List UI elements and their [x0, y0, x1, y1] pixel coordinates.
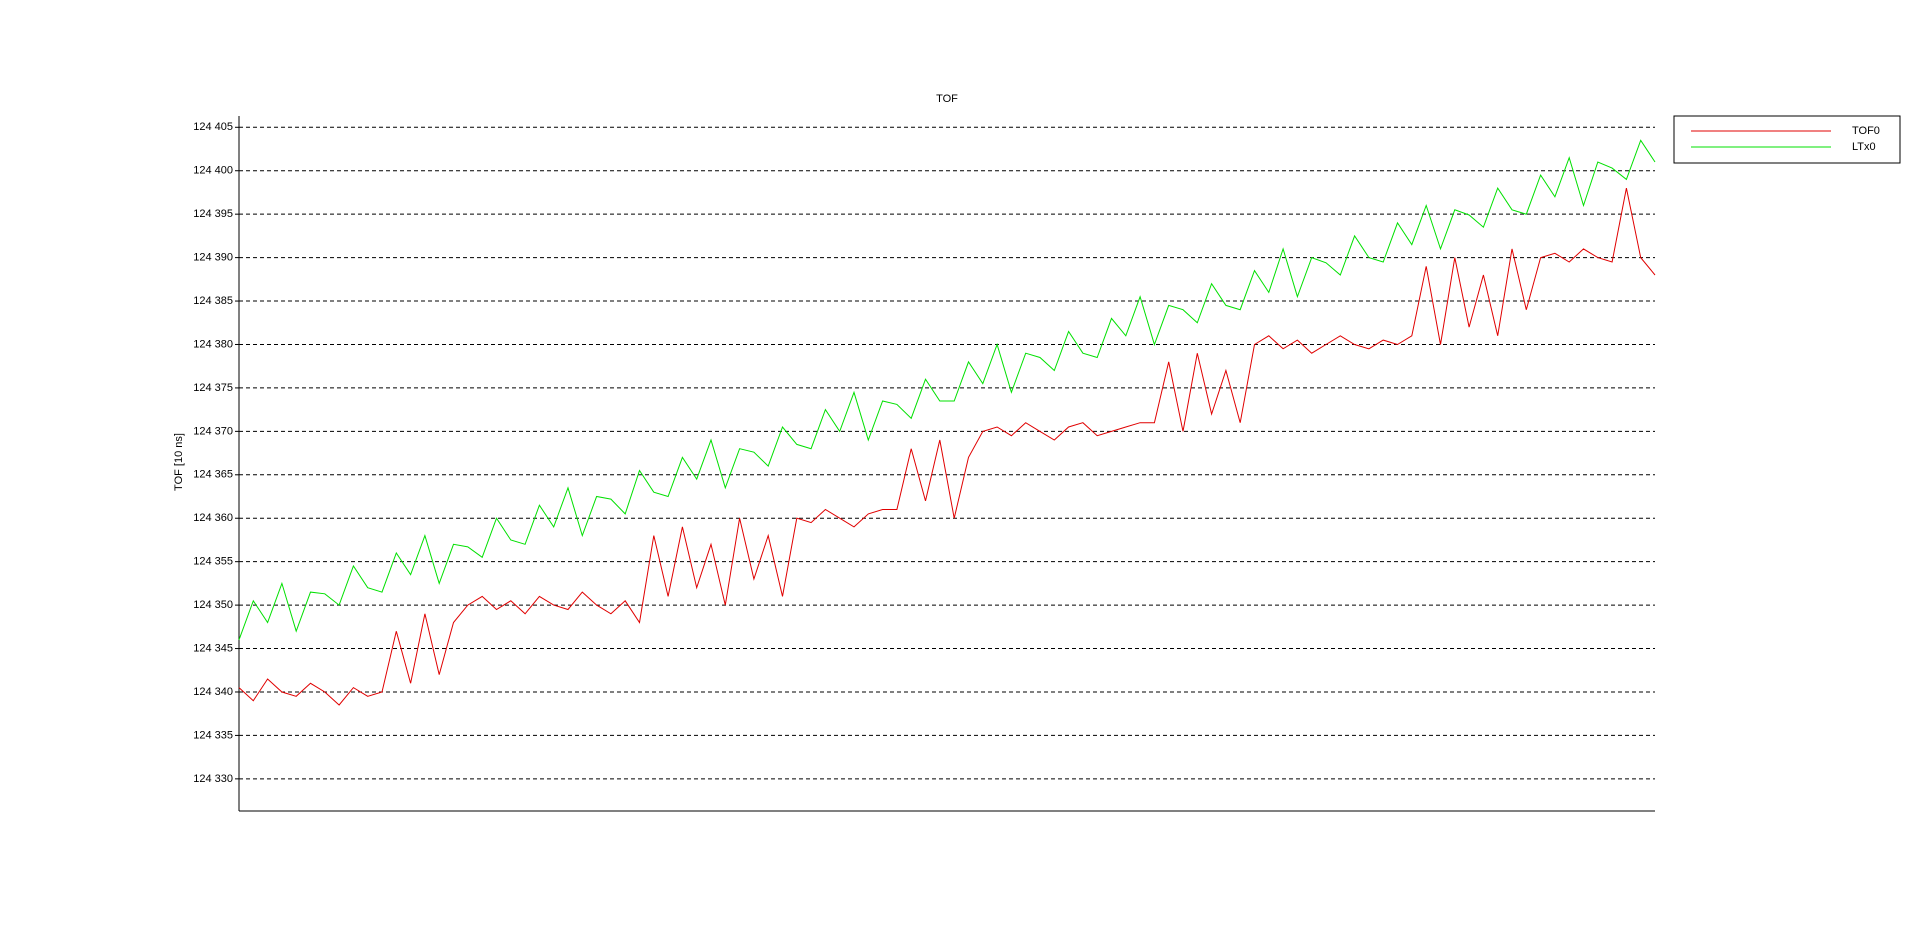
y-tick-label: 124 380 — [193, 338, 233, 350]
y-tick-label: 124 370 — [193, 425, 233, 437]
y-tick-label: 124 390 — [193, 252, 233, 264]
chart-title: TOF — [936, 93, 958, 105]
y-tick-label: 124 330 — [193, 773, 233, 785]
legend-box — [1673, 115, 1901, 164]
y-tick-label: 124 335 — [193, 729, 233, 741]
legend-label: TOF0 — [1852, 125, 1880, 137]
y-tick-label: 124 340 — [193, 686, 233, 698]
y-tick-label: 124 395 — [193, 208, 233, 220]
y-tick-label: 124 345 — [193, 642, 233, 654]
series-line — [238, 139, 1656, 641]
y-tick-label: 124 385 — [193, 295, 233, 307]
y-axis-label: TOF [10 ns] — [173, 433, 185, 491]
series-line — [238, 187, 1656, 706]
y-tick-label: 124 350 — [193, 599, 233, 611]
y-tick-label: 124 405 — [193, 121, 233, 133]
y-tick-label: 124 360 — [193, 512, 233, 524]
y-tick-label: 124 355 — [193, 556, 233, 568]
y-tick-label: 124 400 — [193, 165, 233, 177]
y-tick-label: 124 365 — [193, 469, 233, 481]
y-tick-label: 124 375 — [193, 382, 233, 394]
legend-label: LTx0 — [1852, 141, 1876, 153]
